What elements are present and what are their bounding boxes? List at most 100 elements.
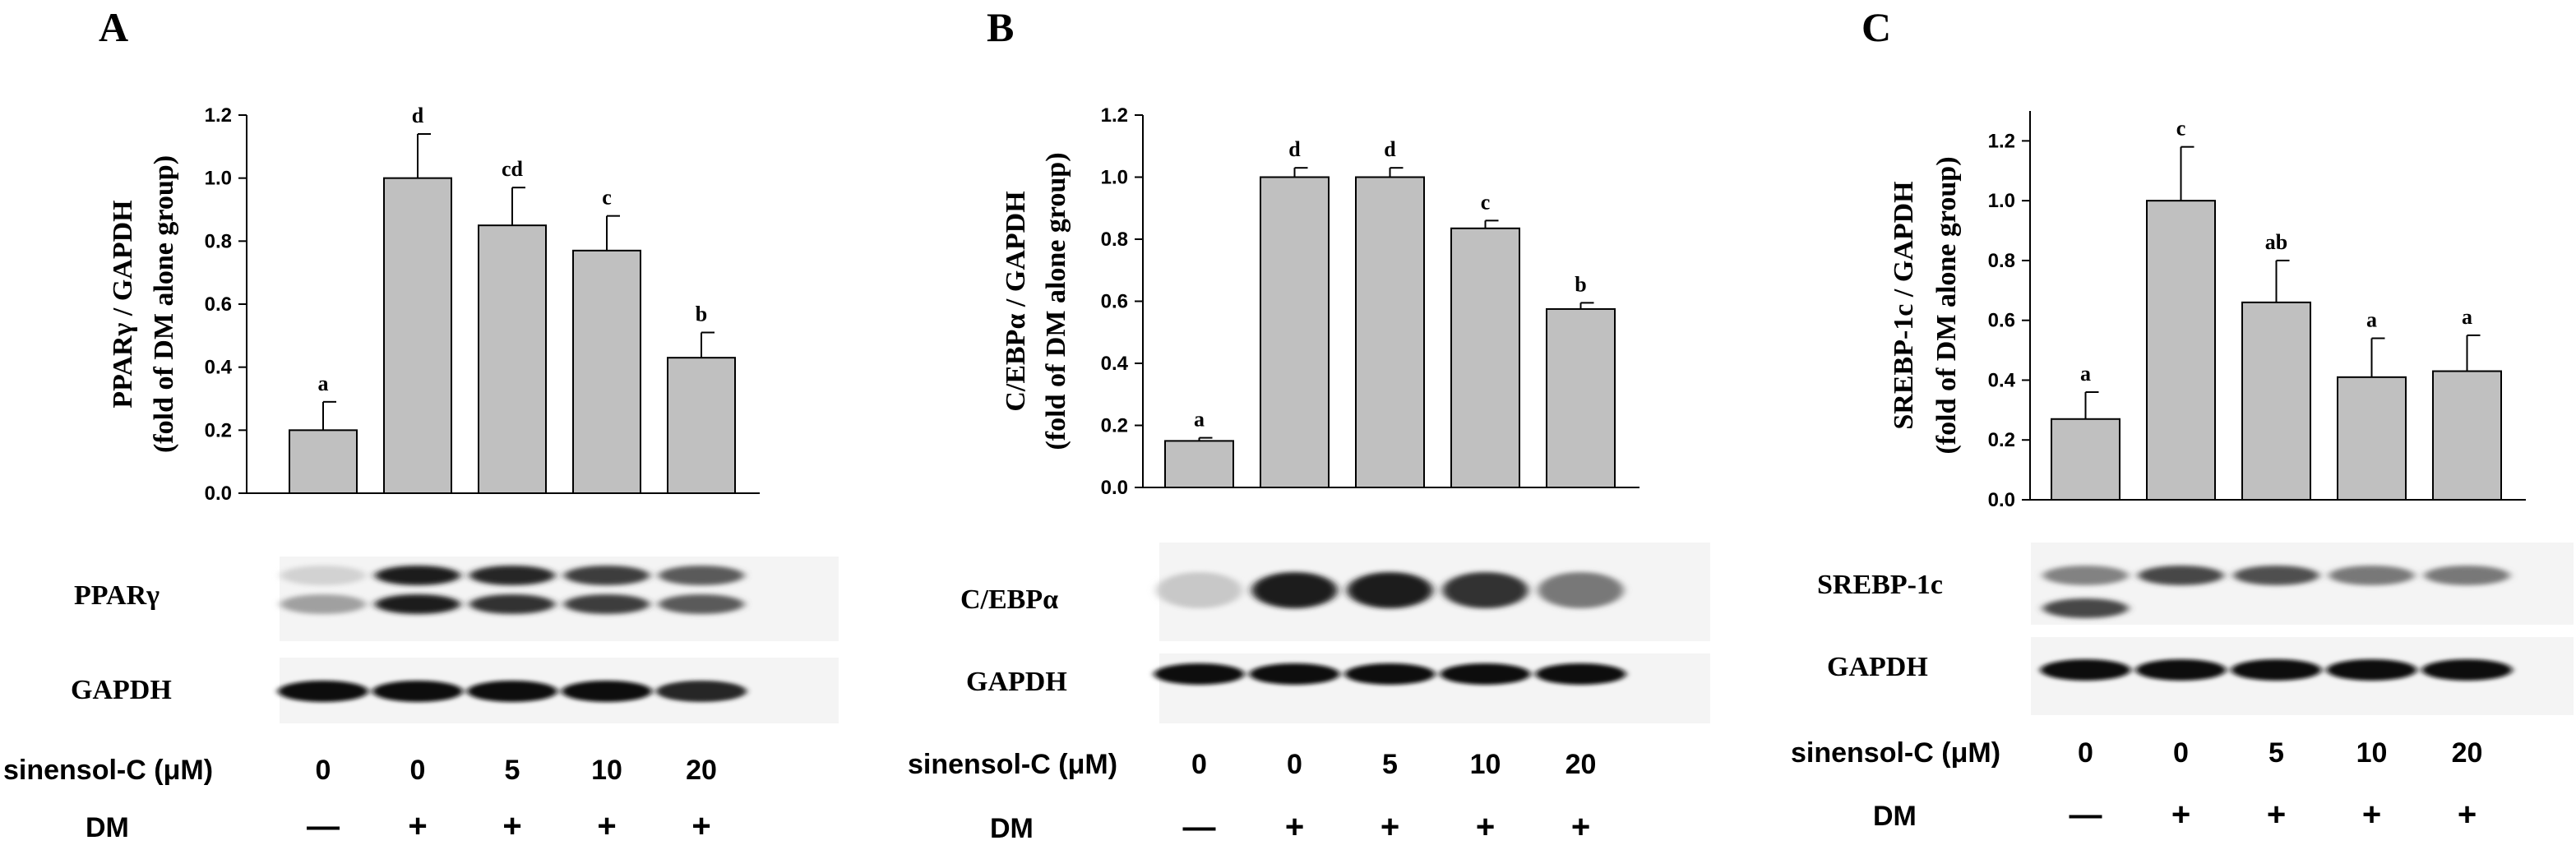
- y-tick-label: 0.0: [1101, 477, 1128, 499]
- dm-sign: +: [2362, 797, 2381, 833]
- blot-band: [2135, 659, 2227, 681]
- dm-sign: +: [1285, 809, 1304, 845]
- y-axis-label: PPARγ / GAPDH: [108, 200, 138, 408]
- y-tick-label: 1.2: [1101, 104, 1128, 127]
- bar: [572, 249, 641, 494]
- panel-letter: C: [1861, 4, 1891, 50]
- blot-label-target: C/EBPα: [960, 584, 1058, 615]
- blot-band: [656, 681, 747, 702]
- blot-label-gapdh: GAPDH: [966, 667, 1067, 697]
- significance-letter: c: [1481, 190, 1491, 214]
- significance-letter: d: [412, 104, 424, 127]
- dose-value: 0: [316, 755, 331, 786]
- blot-band: [1440, 663, 1531, 685]
- significance-letter: c: [2176, 117, 2186, 141]
- dose-value: 0: [2078, 737, 2093, 769]
- dm-sign: +: [2267, 797, 2286, 833]
- panel-letter: B: [987, 4, 1014, 50]
- y-axis-label: (fold of DM alone group): [1041, 152, 1071, 450]
- panel-a: A 0.0 0.2 0.4 0.6 0.8 1.0 1.2 PPARγ / GAPDH (fold…: [3, 4, 839, 844]
- blot-band: [2042, 566, 2129, 585]
- y-tick-label: 0.4: [1988, 369, 2016, 391]
- bar: [1260, 176, 1330, 488]
- blot-band: [372, 681, 463, 702]
- treatment-label: sinensol-C (μM): [1791, 737, 2000, 769]
- significance-letter: a: [2080, 362, 2091, 386]
- blot-band: [659, 566, 744, 585]
- dose-value: 0: [1287, 749, 1302, 780]
- dose-value: 10: [591, 755, 622, 786]
- y-tick-label: 0.8: [1988, 250, 2015, 272]
- y-tick-label: 0.8: [1101, 229, 1128, 251]
- blot-band: [375, 594, 460, 614]
- bar: [478, 224, 547, 494]
- bar: [2337, 376, 2407, 501]
- treatment-label: sinensol-C (μM): [3, 755, 213, 786]
- dm-sign: —: [1183, 809, 1216, 845]
- blot-band: [564, 594, 650, 614]
- dose-value: 0: [1191, 749, 1207, 780]
- panel-b: B 0.0 0.2 0.4 0.6 0.8 1.0 1.2 C/EBPα / GAPDH (fol…: [908, 4, 1710, 845]
- blot-band: [2421, 659, 2513, 681]
- significance-letter: a: [1194, 408, 1205, 432]
- bar: [1164, 440, 1234, 488]
- dose-value: 20: [686, 755, 717, 786]
- western-blot-target: [280, 557, 839, 641]
- y-tick-label: 0.0: [1988, 489, 2015, 511]
- bar: [2432, 370, 2502, 501]
- blot-band: [469, 594, 555, 614]
- blot-band: [659, 594, 744, 614]
- y-tick-label: 0.6: [1988, 310, 2015, 332]
- y-tick-label: 0.8: [205, 230, 232, 252]
- bar: [1450, 227, 1520, 488]
- significance-letter: c: [602, 186, 612, 210]
- blot-band: [1538, 572, 1624, 608]
- treatment-label: sinensol-C (μM): [908, 749, 1117, 780]
- blot-band: [1156, 572, 1242, 608]
- blot-band: [2231, 659, 2322, 681]
- dm-label: DM: [990, 813, 1034, 844]
- significance-letter: a: [2462, 305, 2472, 329]
- dose-value: 5: [505, 755, 520, 786]
- blot-band: [467, 681, 557, 702]
- blot-band: [469, 566, 555, 585]
- dose-value: 20: [1565, 749, 1597, 780]
- bar: [383, 177, 452, 495]
- dose-value: 0: [2173, 737, 2189, 769]
- significance-letter: d: [1288, 137, 1301, 161]
- blot-band: [1344, 663, 1436, 685]
- significance-letter: ab: [2265, 230, 2287, 254]
- blot-label-gapdh: GAPDH: [1827, 652, 1928, 682]
- blot-band: [280, 566, 366, 585]
- blot-band: [1251, 572, 1338, 608]
- y-tick-label: 0.2: [205, 419, 232, 441]
- y-tick-label: 0.2: [1101, 415, 1128, 437]
- bar: [2146, 200, 2216, 501]
- blot-band: [2042, 598, 2129, 618]
- dm-sign: +: [2171, 797, 2190, 833]
- y-tick-label: 0.0: [205, 483, 232, 505]
- blot-band: [1154, 663, 1245, 685]
- blot-band: [375, 566, 460, 585]
- blot-band: [2326, 659, 2417, 681]
- significance-letter: a: [2366, 308, 2377, 332]
- bar: [2051, 418, 2120, 501]
- dose-value: 10: [2356, 737, 2388, 769]
- panel-letter: A: [99, 4, 128, 50]
- blot-band: [2138, 566, 2224, 585]
- blot-label-target: SREBP-1c: [1817, 570, 1943, 600]
- y-tick-label: 0.4: [205, 357, 233, 379]
- bar: [2241, 301, 2311, 501]
- significance-letter: cd: [502, 157, 524, 181]
- bar: [1546, 307, 1616, 488]
- dose-value: 5: [1382, 749, 1398, 780]
- blot-label-target: PPARγ: [74, 580, 160, 611]
- y-tick-label: 1.2: [205, 104, 232, 127]
- blot-band: [280, 594, 366, 614]
- y-tick-label: 1.2: [1988, 130, 2015, 152]
- bar: [667, 357, 736, 494]
- significance-letter: a: [318, 372, 329, 395]
- blot-band: [562, 681, 652, 702]
- dm-sign: +: [1476, 809, 1495, 845]
